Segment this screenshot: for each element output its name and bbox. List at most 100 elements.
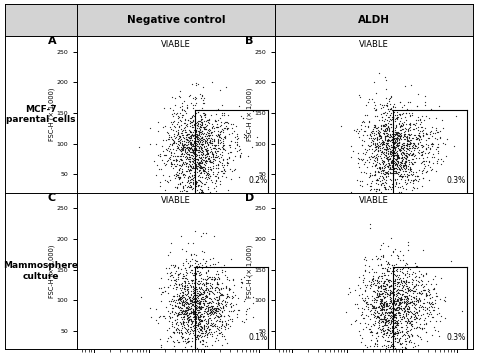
Point <box>190 325 197 331</box>
Point <box>221 299 229 305</box>
Point <box>208 307 216 312</box>
Point <box>391 319 399 325</box>
Point <box>391 127 399 133</box>
Point <box>364 157 371 163</box>
Point <box>196 145 203 151</box>
Point <box>403 134 411 140</box>
Point <box>203 334 210 340</box>
Point <box>400 140 407 146</box>
Point <box>195 309 202 315</box>
Point <box>206 120 213 126</box>
Point <box>192 286 199 292</box>
Point <box>396 301 403 307</box>
Point <box>442 141 449 146</box>
Point <box>219 136 227 142</box>
Point <box>386 112 394 118</box>
Point <box>221 119 229 125</box>
Point <box>370 124 378 130</box>
Point <box>177 294 185 300</box>
Point <box>398 159 405 164</box>
Point <box>204 316 212 322</box>
Point <box>376 302 383 307</box>
Point <box>400 156 407 162</box>
Point <box>392 181 400 187</box>
Point <box>357 169 365 174</box>
Point <box>366 308 374 314</box>
Point <box>406 167 413 172</box>
Point <box>207 300 215 306</box>
Point <box>403 138 411 143</box>
Point <box>386 138 394 144</box>
Point <box>412 159 419 164</box>
Point <box>411 294 418 300</box>
Point <box>183 137 190 142</box>
Point <box>191 323 199 329</box>
Point <box>402 181 410 187</box>
Point <box>372 294 380 300</box>
Point <box>192 120 199 126</box>
Point <box>168 314 176 319</box>
Point <box>415 268 423 274</box>
Point <box>203 274 211 279</box>
Point <box>176 307 184 313</box>
Point <box>402 283 410 288</box>
Point <box>193 345 201 351</box>
Point <box>208 322 216 327</box>
Point <box>389 310 396 315</box>
Point <box>231 139 239 145</box>
Point <box>416 334 424 340</box>
Point <box>196 139 204 145</box>
Point <box>208 298 216 304</box>
Point <box>413 103 421 109</box>
Point <box>408 112 415 118</box>
Point <box>385 163 393 168</box>
Point <box>412 293 420 299</box>
Point <box>410 169 417 174</box>
Point <box>165 265 173 271</box>
Point <box>239 318 246 324</box>
Point <box>389 336 397 342</box>
Point <box>378 304 386 310</box>
Point <box>431 300 438 306</box>
Point <box>422 146 430 151</box>
Point <box>401 332 409 337</box>
Point <box>394 132 402 137</box>
Point <box>194 147 201 152</box>
Point <box>193 179 200 185</box>
Point <box>424 313 432 319</box>
Point <box>361 297 369 303</box>
Point <box>384 142 392 148</box>
Point <box>175 327 183 333</box>
Point <box>405 160 413 165</box>
Point <box>196 291 204 297</box>
Point <box>250 300 257 306</box>
Point <box>391 307 399 313</box>
Point <box>194 152 201 158</box>
Point <box>216 140 224 146</box>
Point <box>381 294 389 300</box>
Point <box>390 312 397 318</box>
Point <box>179 321 187 326</box>
Point <box>355 128 362 134</box>
Point <box>235 103 242 109</box>
Point <box>186 128 194 134</box>
Point <box>415 289 423 294</box>
Point <box>181 145 188 150</box>
Point <box>177 170 185 176</box>
Point <box>198 317 206 323</box>
Point <box>229 308 237 313</box>
Point <box>394 159 402 164</box>
Point <box>396 111 403 116</box>
Point <box>200 126 208 131</box>
Point <box>166 106 174 111</box>
Point <box>209 151 217 157</box>
Point <box>209 156 217 161</box>
Point <box>220 170 228 176</box>
Point <box>223 126 231 132</box>
Point <box>396 295 404 301</box>
Point <box>398 111 406 116</box>
Point <box>217 115 224 121</box>
Point <box>406 127 413 133</box>
Point <box>386 112 394 118</box>
Point <box>233 131 240 137</box>
